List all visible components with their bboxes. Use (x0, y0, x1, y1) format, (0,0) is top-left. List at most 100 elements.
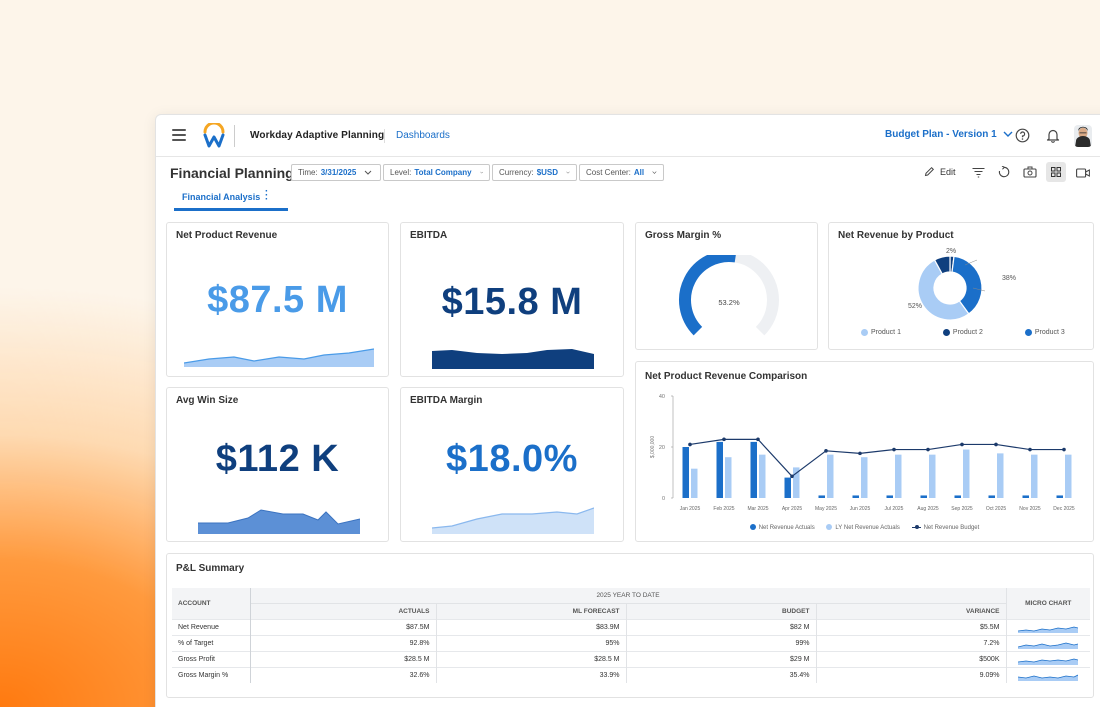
bar-net-revenue-actuals[interactable] (784, 477, 792, 498)
cell-forecast: 95% (436, 635, 627, 651)
x-tick-label: Aug 2025 (917, 506, 939, 512)
bar-net-revenue-actuals[interactable] (716, 441, 724, 498)
cell-variance: 7.2% (983, 639, 1000, 647)
sparkline-avg-win-size (198, 509, 360, 534)
point-net-revenue-budget[interactable] (722, 437, 726, 442)
table-row[interactable]: Net Revenue $87.5M $83.9M $82 M $5.5M (172, 619, 1090, 635)
table-row[interactable]: Gross Margin % 32.6% 33.9% 35.4% 9.09% (172, 667, 1090, 683)
point-net-revenue-budget[interactable] (858, 451, 862, 456)
cost-center-filter[interactable]: Cost Center: All (579, 164, 664, 181)
user-avatar[interactable] (1074, 125, 1092, 147)
bar-ly-net-revenue-actuals[interactable] (895, 454, 902, 498)
chevron-down-icon (479, 171, 483, 174)
menu-icon[interactable] (172, 129, 186, 141)
cell-budget: 35.4% (626, 667, 817, 683)
tab-financial-analysis-label: Financial Analysis (182, 192, 261, 202)
point-net-revenue-budget[interactable] (688, 442, 692, 447)
x-tick-label: May 2025 (815, 506, 837, 512)
card-net-revenue-by-product: Net Revenue by Product 38% 52% 2% Produc… (828, 222, 1094, 350)
point-net-revenue-budget[interactable] (756, 437, 760, 442)
bar-ly-net-revenue-actuals[interactable] (725, 457, 732, 498)
card-title: Gross Margin % (645, 230, 722, 241)
cell-account: Net Revenue (172, 619, 251, 635)
slice-label-product-2: 2% (946, 248, 956, 255)
breadcrumb-dashboards[interactable]: Dashboards (396, 130, 450, 141)
bar-net-revenue-actuals[interactable] (1022, 495, 1030, 498)
point-net-revenue-budget[interactable] (960, 442, 964, 447)
bar-ly-net-revenue-actuals[interactable] (759, 454, 766, 498)
point-net-revenue-budget[interactable] (994, 442, 998, 447)
micro-chart-sparkline (1018, 674, 1079, 681)
legend-net-revenue-actuals-label: Net Revenue Actuals (758, 524, 815, 531)
bar-net-revenue-actuals[interactable] (886, 495, 894, 498)
bar-net-revenue-actuals[interactable] (988, 495, 996, 498)
x-tick-label: Oct 2025 (986, 506, 1007, 512)
bar-net-revenue-actuals[interactable] (1056, 495, 1064, 498)
bar-ly-net-revenue-actuals[interactable] (691, 468, 698, 498)
camera-icon[interactable] (1023, 166, 1037, 178)
gross-margin-gauge: 53.2% (679, 255, 779, 336)
edit-button[interactable]: Edit (924, 166, 956, 177)
micro-chart-sparkline (1018, 626, 1079, 633)
sparkline-net-product-revenue (184, 348, 374, 367)
cost-center-filter-value: All (633, 168, 645, 177)
x-tick-label: Sep 2025 (951, 506, 973, 512)
notification-bell-icon[interactable] (1046, 128, 1060, 143)
bar-ly-net-revenue-actuals[interactable] (963, 449, 970, 498)
point-net-revenue-budget[interactable] (1062, 447, 1066, 452)
level-filter[interactable]: Level: Total Company (383, 164, 490, 181)
point-net-revenue-budget[interactable] (926, 447, 930, 452)
col-budget: BUDGET (626, 603, 817, 619)
slice-label-product-1: 52% (908, 303, 922, 310)
legend-ly-net-revenue-actuals: LY Net Revenue Actuals (826, 524, 900, 531)
currency-filter[interactable]: Currency: $USD (492, 164, 577, 181)
plan-version-select[interactable]: Budget Plan - Version 1 (885, 129, 1013, 140)
bar-ly-net-revenue-actuals[interactable] (929, 454, 936, 498)
y-tick-label: 40 (659, 394, 665, 400)
cell-account: % of Target (172, 635, 251, 651)
kpi-ebitda-margin: $18.0% (446, 438, 578, 480)
donut-slice-product-3[interactable] (951, 255, 983, 315)
cell-actuals: 32.6% (250, 667, 437, 683)
card-title: EBITDA Margin (410, 395, 483, 406)
x-tick-label: Feb 2025 (713, 506, 734, 512)
table-row[interactable]: Gross Profit $28.5 M $28.5 M $29 M $500K (172, 651, 1090, 667)
help-icon[interactable] (1015, 128, 1030, 143)
tab-financial-analysis[interactable]: Financial Analysis (174, 187, 288, 211)
grid-view-button[interactable] (1046, 162, 1066, 182)
donut-slice-product-1[interactable] (917, 259, 970, 321)
combo-chart: 0 20 40 $,000,000 Jan 2025 Feb 2025 Mar 2025 A… (650, 394, 1075, 512)
bar-net-revenue-actuals[interactable] (682, 447, 690, 498)
chart-legend: Net Revenue Actuals LY Net Revenue Actua… (636, 524, 1093, 531)
filter-lines-icon[interactable] (972, 167, 985, 178)
point-net-revenue-budget[interactable] (892, 447, 896, 452)
cell-forecast: $28.5 M (436, 651, 627, 667)
card-avg-win-size: Avg Win Size $112 K (166, 387, 389, 542)
bar-ly-net-revenue-actuals[interactable] (997, 453, 1004, 498)
chevron-down-icon (652, 171, 657, 174)
bar-ly-net-revenue-actuals[interactable] (861, 457, 868, 498)
point-net-revenue-budget[interactable] (790, 474, 794, 479)
bar-ly-net-revenue-actuals[interactable] (1031, 454, 1038, 498)
point-net-revenue-budget[interactable] (1028, 447, 1032, 452)
bar-ly-net-revenue-actuals[interactable] (793, 467, 800, 498)
time-filter[interactable]: Time: 3/31/2025 (291, 164, 381, 181)
legend-net-revenue-budget-label: Net Revenue Budget (923, 524, 980, 531)
bar-net-revenue-actuals[interactable] (818, 495, 826, 498)
bar-ly-net-revenue-actuals[interactable] (1065, 454, 1072, 498)
cell-forecast: $83.9M (436, 619, 627, 635)
bar-ly-net-revenue-actuals[interactable] (827, 454, 834, 498)
point-net-revenue-budget[interactable] (824, 449, 828, 453)
table-row[interactable]: % of Target 92.8% 95% 99% 7.2% (172, 635, 1090, 651)
bar-net-revenue-actuals[interactable] (852, 495, 860, 498)
bar-net-revenue-actuals[interactable] (920, 495, 928, 498)
cell-budget: $29 M (626, 651, 817, 667)
col-ml-forecast: ML FORECAST (436, 603, 627, 619)
bar-net-revenue-actuals[interactable] (750, 441, 758, 498)
tab-options-icon[interactable]: · · · (265, 186, 269, 205)
refresh-icon[interactable] (998, 166, 1010, 178)
micro-chart-sparkline (1018, 658, 1079, 665)
video-icon[interactable] (1076, 168, 1090, 178)
donut-slice-product-2-segment[interactable] (933, 255, 951, 275)
bar-net-revenue-actuals[interactable] (954, 495, 962, 498)
